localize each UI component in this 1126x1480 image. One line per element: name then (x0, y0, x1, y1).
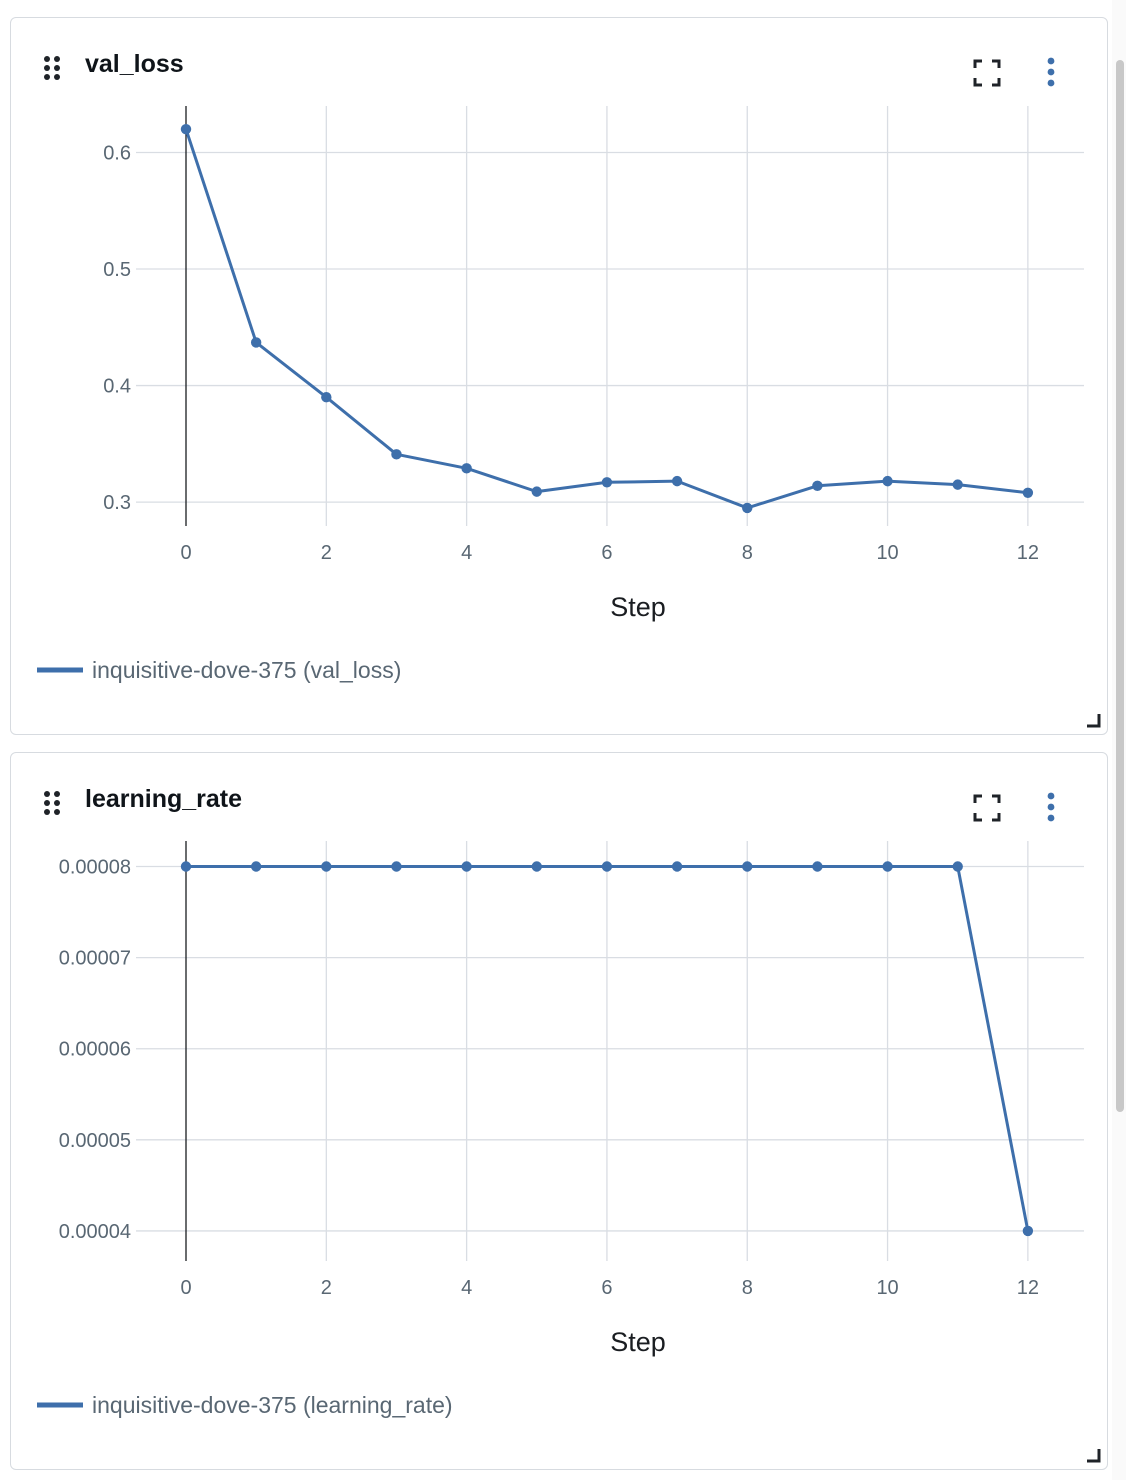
data-point[interactable] (321, 392, 331, 402)
data-point[interactable] (953, 861, 963, 871)
chart-panel-val-loss: val_loss 0.3 0.4 0.5 0.6 0 2 4 6 8 10 12 Step inquis… (10, 17, 1108, 735)
x-tick-label: 4 (461, 1277, 472, 1299)
data-point[interactable] (812, 861, 822, 871)
data-point[interactable] (1023, 488, 1033, 498)
x-axis-title: Step (610, 1327, 666, 1357)
x-tick-label: 0 (180, 1277, 191, 1299)
data-point[interactable] (953, 479, 963, 489)
y-tick-label: 0.4 (103, 376, 131, 398)
data-point[interactable] (602, 861, 612, 871)
x-tick-label: 0 (180, 542, 191, 564)
data-point[interactable] (602, 477, 612, 487)
x-tick-label: 12 (1017, 1277, 1039, 1299)
x-tick-label: 10 (876, 542, 898, 564)
x-tick-label: 10 (876, 1277, 898, 1299)
y-tick-label: 0.00008 (59, 857, 131, 879)
data-point[interactable] (532, 486, 542, 496)
x-tick-label: 8 (742, 542, 753, 564)
legend-entry[interactable]: inquisitive-dove-375 (learning_rate) (92, 1392, 453, 1418)
data-point[interactable] (672, 476, 682, 486)
line-chart-val-loss: 0.3 0.4 0.5 0.6 0 2 4 6 8 10 12 Step inquisitive-dov… (11, 18, 1107, 734)
x-axis-title: Step (610, 592, 666, 622)
data-point[interactable] (251, 337, 261, 347)
x-tick-label: 12 (1017, 542, 1039, 564)
data-point[interactable] (532, 861, 542, 871)
data-point[interactable] (181, 861, 191, 871)
line-chart-learning-rate: 0.00004 0.00005 0.00006 0.00007 0.00008 0 2 4 6 8… (11, 753, 1107, 1469)
data-point[interactable] (1023, 1226, 1033, 1236)
data-point[interactable] (812, 481, 822, 491)
data-point[interactable] (181, 124, 191, 134)
data-point[interactable] (461, 861, 471, 871)
data-point[interactable] (882, 861, 892, 871)
x-tick-label: 4 (461, 542, 472, 564)
y-tick-label: 0.00006 (59, 1039, 131, 1061)
x-tick-label: 6 (601, 542, 612, 564)
data-point[interactable] (391, 861, 401, 871)
x-tick-label: 2 (321, 1277, 332, 1299)
x-tick-label: 2 (321, 542, 332, 564)
data-point[interactable] (882, 476, 892, 486)
legend-entry[interactable]: inquisitive-dove-375 (val_loss) (92, 657, 401, 683)
data-point[interactable] (461, 463, 471, 473)
resize-handle-icon[interactable] (1085, 1447, 1101, 1463)
y-tick-label: 0.00004 (59, 1221, 131, 1243)
data-point[interactable] (742, 503, 752, 513)
data-point[interactable] (251, 861, 261, 871)
data-point[interactable] (321, 861, 331, 871)
resize-handle-icon[interactable] (1085, 712, 1101, 728)
chart-panel-learning-rate: learning_rate 0.00004 0.00005 0.00006 0.000… (10, 752, 1108, 1470)
y-tick-label: 0.6 (103, 142, 131, 164)
y-tick-label: 0.5 (103, 259, 131, 281)
data-point[interactable] (672, 861, 682, 871)
x-tick-label: 6 (601, 1277, 612, 1299)
x-tick-label: 8 (742, 1277, 753, 1299)
y-tick-label: 0.3 (103, 492, 131, 514)
scrollbar-thumb[interactable] (1116, 60, 1124, 1112)
y-tick-label: 0.00007 (59, 948, 131, 970)
data-point[interactable] (742, 861, 752, 871)
y-tick-label: 0.00005 (59, 1130, 131, 1152)
data-point[interactable] (391, 449, 401, 459)
